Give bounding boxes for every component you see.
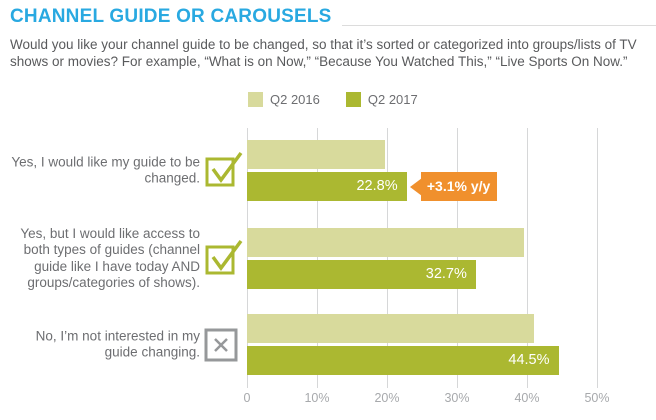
legend-item-q2-2017: Q2 2017 — [345, 92, 418, 107]
bar-value-label: 44.5% — [508, 352, 550, 368]
category-label: Yes, but I would like access to both typ… — [20, 225, 200, 291]
gridline-50% — [597, 128, 598, 388]
page-title: CHANNEL GUIDE OR CAROUSELS — [10, 6, 332, 27]
legend-item-q2-2016: Q2 2016 — [248, 92, 320, 107]
gridline-40% — [527, 128, 528, 388]
gridline-0 — [247, 128, 248, 388]
header: CHANNEL GUIDE OR CAROUSELS — [10, 5, 656, 29]
legend-swatch-q2-2017 — [345, 92, 361, 107]
legend-swatch-q2-2016 — [248, 92, 263, 107]
bar-q2-2017: 32.7% — [247, 260, 476, 289]
callout-annotation: +3.1% y/y — [420, 172, 497, 201]
checkbox-x-icon — [204, 328, 238, 367]
bar-q2-2017: 22.8% — [247, 172, 407, 201]
bar-value-label: 32.7% — [425, 266, 467, 282]
category-label: Yes, I would like my guide to be changed… — [11, 154, 200, 186]
x-tick-label: 50% — [584, 391, 610, 405]
gridline-10% — [317, 128, 318, 388]
header-divider — [341, 25, 656, 26]
bar-q2-2016 — [247, 228, 524, 257]
chart-legend: Q2 2016 Q2 2017 — [248, 92, 418, 107]
x-tick-label: 40% — [514, 391, 540, 405]
checkbox-checked-icon — [204, 238, 244, 281]
bar-chart: 0 10% 20% 30% 40% 50% Yes, I would like my gui… — [0, 128, 656, 420]
bar-value-label: 22.8% — [356, 178, 398, 194]
x-tick-label: 10% — [304, 391, 330, 405]
legend-label-q2-2016: Q2 2016 — [270, 92, 320, 107]
x-tick-label: 0 — [243, 391, 251, 405]
intro-text: Would you like your channel guide to be … — [10, 37, 637, 69]
bar-q2-2017: 44.5% — [247, 346, 559, 375]
legend-label-q2-2017: Q2 2017 — [367, 92, 418, 107]
x-tick-label: 20% — [374, 391, 400, 405]
bar-q2-2016 — [247, 140, 385, 169]
callout-arrow — [409, 177, 422, 196]
x-tick-label: 30% — [444, 391, 470, 405]
gridline-20% — [387, 128, 388, 388]
checkbox-checked-icon — [204, 150, 244, 193]
category-label: No, I’m not interested in my guide chang… — [35, 328, 200, 360]
gridline-30% — [457, 128, 458, 388]
bar-q2-2016 — [247, 314, 534, 343]
